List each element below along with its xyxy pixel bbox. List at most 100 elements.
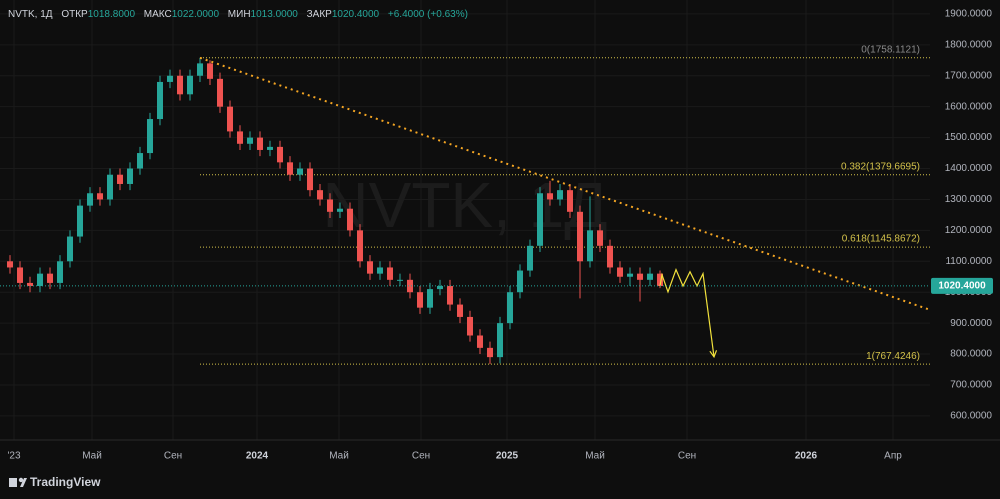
fib-label: 0.618(1145.8672) (842, 234, 920, 245)
candle-body (307, 168, 313, 191)
x-tick-label: Сен (164, 451, 182, 462)
brand-logo[interactable]: TradingView (9, 475, 101, 489)
candle-body (207, 63, 213, 79)
candle-body (187, 75, 193, 95)
logo-mark (18, 477, 24, 483)
plot: 0(1758.1121) 0.382(1379.6695) 0.618(1145.8… (0, 44, 931, 365)
x-tick-label: '23 (7, 451, 20, 462)
y-tick-label: 1500.0000 (945, 132, 993, 143)
candle-body (57, 261, 63, 283)
x-tick-label: Май (82, 451, 102, 462)
y-tick-label: 1600.0000 (945, 101, 993, 112)
candle-body (637, 273, 643, 280)
candle-body (147, 119, 153, 154)
candle-body (27, 282, 33, 287)
candle-body (557, 190, 563, 200)
candle-body (377, 267, 383, 274)
candle-body (237, 131, 243, 144)
candle-body (387, 267, 393, 280)
fib-label: 1(767.4246) (866, 351, 920, 362)
projection-arrowhead (709, 350, 718, 359)
candle-body (487, 347, 493, 358)
candle-body (587, 230, 593, 262)
candle-body (197, 63, 203, 76)
candle-body (357, 230, 363, 262)
candle-body (527, 245, 533, 271)
field-value: 1022.0000 (172, 9, 220, 20)
candle-body (7, 261, 13, 268)
watermark: NVTK, 1Д (322, 169, 607, 241)
y-tick-label: 1200.0000 (945, 225, 993, 236)
field-value: 1013.0000 (251, 9, 299, 20)
x-tick-label: 2025 (496, 451, 519, 462)
candle-body (247, 137, 253, 144)
candle-body (67, 236, 73, 262)
y-tick-label: 1800.0000 (945, 39, 993, 50)
x-tick-label: Май (329, 451, 349, 462)
field-label: ЗАКР (307, 9, 333, 20)
candle-body (397, 279, 403, 281)
y-tick-label: 600.0000 (950, 411, 992, 422)
candle-body (277, 146, 283, 163)
field-label: ОТКР (61, 9, 88, 20)
candle-body (577, 211, 583, 262)
candle-body (287, 162, 293, 175)
candle-body (117, 174, 123, 184)
brand: TradingView (30, 475, 101, 489)
candle-body (17, 267, 23, 283)
x-tick-label: Сен (412, 451, 430, 462)
candle-body (507, 292, 513, 324)
x-tick-label: 2026 (795, 451, 818, 462)
candle-body (497, 323, 503, 358)
candle-body (167, 75, 173, 82)
y-tick-label: 1700.0000 (945, 70, 993, 81)
candle-body (627, 273, 633, 277)
candle-body (337, 208, 343, 212)
projection-path (659, 267, 715, 357)
candle-body (97, 193, 103, 200)
candle-body (107, 174, 113, 200)
candle-body (217, 78, 223, 107)
candle-body (297, 168, 303, 175)
candle-body (267, 146, 273, 150)
candle-body (437, 286, 443, 290)
axes: 600.0000700.0000800.0000900.00001000.000… (7, 9, 993, 462)
candle-body (47, 273, 53, 283)
candle-body (177, 75, 183, 95)
last-price-tag (931, 277, 993, 294)
candle-body (227, 106, 233, 132)
candle-body (607, 245, 613, 268)
x-tick-label: 2024 (246, 451, 269, 462)
candle-body (87, 193, 93, 206)
candle-body (477, 335, 483, 348)
y-tick-label: 800.0000 (950, 349, 992, 360)
candle-body (417, 292, 423, 308)
y-tick-label: 1100.0000 (945, 256, 992, 267)
candle-body (567, 190, 573, 212)
candle-body (447, 286, 453, 305)
logo-mark (20, 478, 27, 487)
grid (0, 0, 930, 440)
candle-body (547, 193, 553, 200)
candle-body (37, 273, 43, 287)
y-tick-label: 1900.0000 (945, 9, 993, 20)
candle-body (647, 273, 653, 280)
y-tick-label: 900.0000 (950, 318, 992, 329)
field-value: 1018.8000 (88, 9, 136, 20)
candle-body (517, 270, 523, 293)
candle-body (467, 316, 473, 336)
candle-body (317, 190, 323, 200)
candle-body (137, 153, 143, 169)
candle-body (457, 304, 463, 317)
candle-body (657, 273, 663, 287)
x-tick-label: Май (585, 451, 605, 462)
candle-body (597, 230, 603, 246)
y-tick-label: 1300.0000 (945, 194, 993, 205)
candle-body (427, 289, 433, 308)
candle-body (257, 137, 263, 150)
candle-body (537, 193, 543, 246)
field-value: 1020.4000 (332, 9, 380, 20)
candle-body (617, 267, 623, 277)
